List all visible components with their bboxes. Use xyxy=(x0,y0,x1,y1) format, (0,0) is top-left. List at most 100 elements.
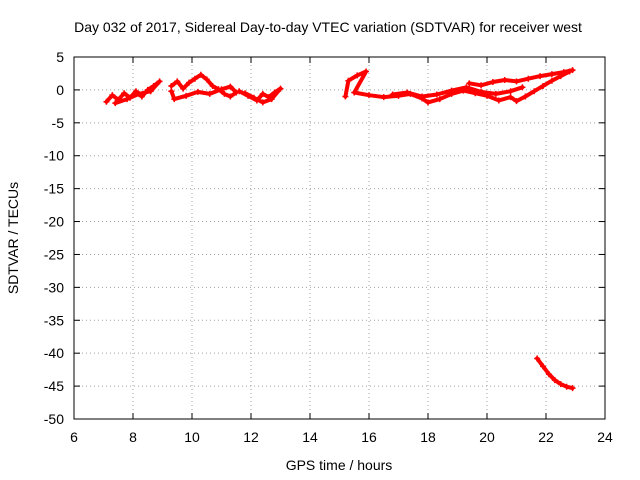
y-axis-label: SDTVAR / TECUs xyxy=(5,182,21,294)
data-point xyxy=(463,84,470,91)
data-point xyxy=(250,94,257,101)
grid-lines xyxy=(74,57,605,419)
data-point xyxy=(389,91,396,98)
series-layer xyxy=(103,67,576,392)
data-point xyxy=(551,377,558,384)
data-point xyxy=(478,88,485,95)
x-axis-label: GPS time / hours xyxy=(286,457,393,473)
data-point xyxy=(513,98,520,105)
data-point xyxy=(545,371,552,378)
data-point xyxy=(448,87,455,94)
data-point xyxy=(489,79,496,86)
data-point xyxy=(150,82,157,89)
data-point xyxy=(560,69,567,76)
x-tick-label: 14 xyxy=(302,429,318,445)
series-trace-1 xyxy=(104,79,162,106)
y-tick-label: -25 xyxy=(44,246,64,262)
x-tick-labels: 6 8 10 12 14 16 18 20 22 24 xyxy=(70,429,613,445)
plot-frame xyxy=(73,56,606,420)
x-tick-label: 16 xyxy=(361,429,377,445)
series-trace-2 xyxy=(169,72,239,102)
data-point xyxy=(209,82,216,89)
data-point xyxy=(537,73,544,80)
y-tick-label: 0 xyxy=(56,82,64,98)
series-trace-7 xyxy=(535,356,575,391)
data-point xyxy=(109,92,116,99)
data-point xyxy=(115,96,122,103)
data-point xyxy=(495,97,502,104)
chart-title: Day 032 of 2017, Sidereal Day-to-day VTE… xyxy=(74,19,582,35)
data-point xyxy=(342,93,349,100)
data-point xyxy=(492,90,499,97)
data-point xyxy=(180,85,187,92)
data-point xyxy=(419,93,426,100)
y-tick-label: -40 xyxy=(44,345,64,361)
x-tick-label: 22 xyxy=(538,429,554,445)
y-tick-label: -50 xyxy=(44,411,64,427)
data-point xyxy=(227,93,234,100)
data-point xyxy=(345,77,352,84)
y-tick-label: -15 xyxy=(44,181,64,197)
data-point xyxy=(522,93,529,100)
data-point xyxy=(203,76,210,83)
data-point xyxy=(563,383,570,390)
series-trace-6 xyxy=(390,85,525,99)
data-point xyxy=(540,363,547,370)
data-point xyxy=(436,96,443,103)
data-point xyxy=(366,92,372,99)
series-trace-5 xyxy=(467,68,575,88)
data-point xyxy=(197,71,204,78)
data-point xyxy=(478,82,485,89)
x-tick-label: 10 xyxy=(184,429,200,445)
data-point xyxy=(351,89,358,96)
data-point xyxy=(218,86,225,93)
data-point xyxy=(363,68,370,75)
data-point xyxy=(277,85,284,92)
data-point xyxy=(147,88,154,95)
data-point xyxy=(135,90,142,97)
data-point xyxy=(168,82,175,89)
data-point xyxy=(466,80,473,87)
y-tick-label: -20 xyxy=(44,214,64,230)
data-point xyxy=(124,96,131,103)
data-point xyxy=(507,88,514,95)
y-tick-label: 5 xyxy=(56,49,64,65)
data-point xyxy=(242,90,249,97)
data-point xyxy=(525,75,532,82)
data-point xyxy=(354,72,361,79)
x-tick-label: 24 xyxy=(597,429,613,445)
data-point xyxy=(433,91,440,98)
x-tick-label: 8 xyxy=(129,429,137,445)
x-tick-label: 20 xyxy=(479,429,495,445)
y-tick-label: -35 xyxy=(44,312,64,328)
data-point xyxy=(121,90,128,97)
data-point xyxy=(206,90,213,97)
data-point xyxy=(236,88,243,95)
data-point xyxy=(569,67,576,74)
y-tick-label: -45 xyxy=(44,378,64,394)
axis-ticks xyxy=(73,56,606,420)
data-point xyxy=(531,88,538,95)
data-point xyxy=(271,89,278,96)
data-point xyxy=(171,96,178,103)
data-point xyxy=(183,92,190,99)
data-point xyxy=(404,89,411,96)
data-point xyxy=(174,78,181,85)
data-point xyxy=(501,77,508,84)
data-point xyxy=(186,79,193,86)
data-point xyxy=(569,385,576,392)
data-point xyxy=(548,71,555,78)
data-point xyxy=(103,98,110,105)
data-point xyxy=(259,90,266,97)
y-tick-labels: 5 0 -5 -10 -15 -20 -25 -30 -35 -40 -45 -50 xyxy=(44,49,64,427)
data-point xyxy=(268,96,275,103)
x-tick-label: 6 xyxy=(70,429,78,445)
x-tick-label: 12 xyxy=(243,429,259,445)
y-tick-label: -5 xyxy=(52,115,65,131)
data-point xyxy=(168,88,175,95)
data-point xyxy=(112,100,119,107)
data-point xyxy=(540,82,547,89)
data-point xyxy=(557,381,564,388)
y-tick-label: -30 xyxy=(44,279,64,295)
